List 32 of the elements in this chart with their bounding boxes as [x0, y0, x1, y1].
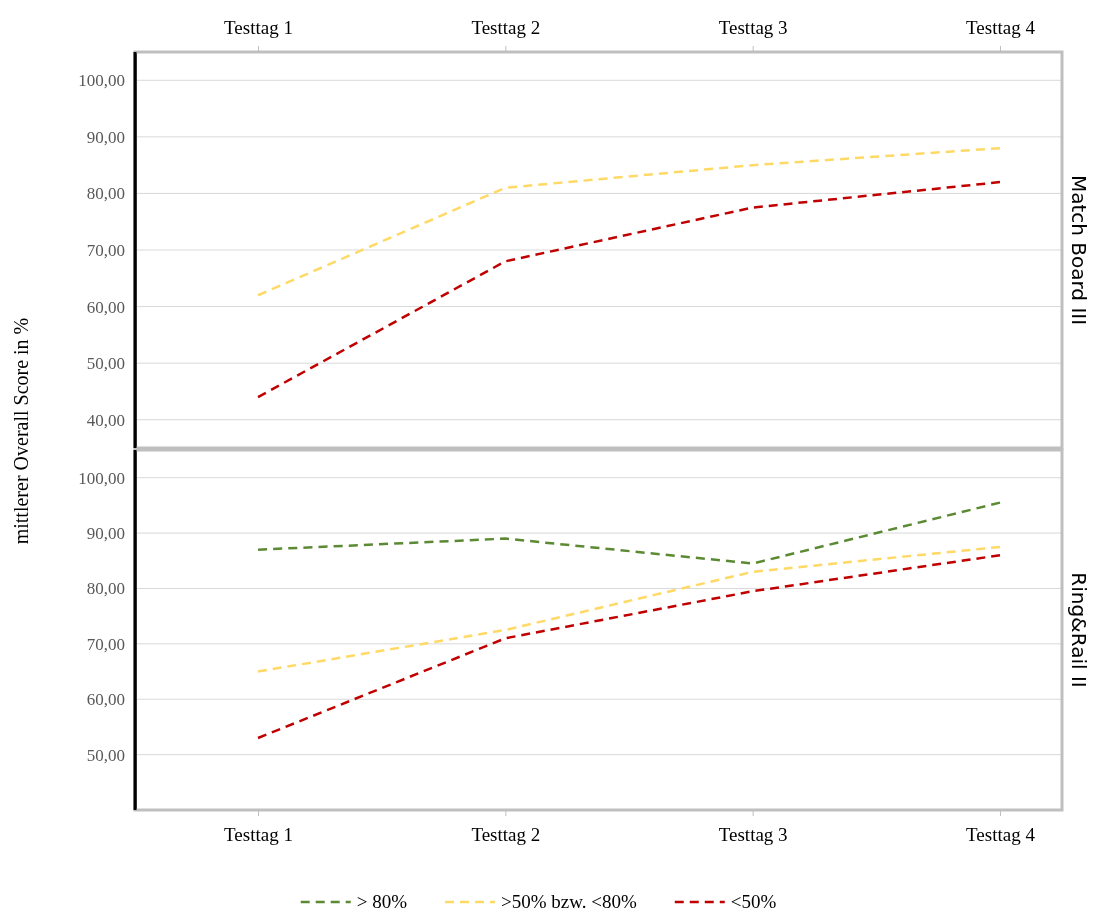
legend-label: <50%: [730, 891, 777, 912]
x-tick-label: Testtag 1: [224, 824, 293, 846]
y-tick-label: 60,00: [86, 297, 125, 317]
y-tick-label: 50,00: [86, 745, 125, 765]
x-tick-label: Testtag 3: [718, 17, 788, 38]
x-tick-label: Testtag 4: [966, 824, 1036, 846]
y-axis-title: mittlerer Overall Score in %: [10, 317, 32, 545]
y-tick-label: 90,00: [86, 524, 125, 544]
y-tick-label: 100,00: [78, 468, 125, 488]
x-tick-label: Testtag 4: [966, 17, 1036, 38]
line-series: [256, 180, 1002, 399]
text: Ring&Rail II: [1067, 572, 1091, 688]
y-tick-label: 50,00: [86, 354, 125, 374]
x-tick-label: Testtag 3: [718, 824, 788, 846]
y-tick-label: 40,00: [86, 410, 125, 430]
line-series: [256, 501, 1002, 565]
x-tick-label: Testtag 2: [471, 824, 541, 846]
legend-label: >50% bzw. <80%: [500, 891, 637, 912]
x-tick-label: Testtag 2: [471, 17, 541, 38]
line-series: [256, 146, 1002, 297]
y-tick-label: 70,00: [86, 634, 125, 654]
legend-label: > 80%: [356, 891, 408, 912]
y-tick-label: 70,00: [86, 240, 125, 260]
text: Match Board III: [1067, 174, 1091, 326]
y-tick-label: 80,00: [86, 579, 125, 599]
y-tick-label: 60,00: [86, 690, 125, 710]
y-tick-label: 80,00: [86, 184, 125, 204]
line-series: [256, 553, 1002, 740]
line-series: [256, 545, 1002, 673]
y-tick-label: 90,00: [86, 127, 125, 147]
y-tick-label: 100,00: [78, 71, 125, 91]
x-tick-label: Testtag 1: [224, 17, 293, 38]
